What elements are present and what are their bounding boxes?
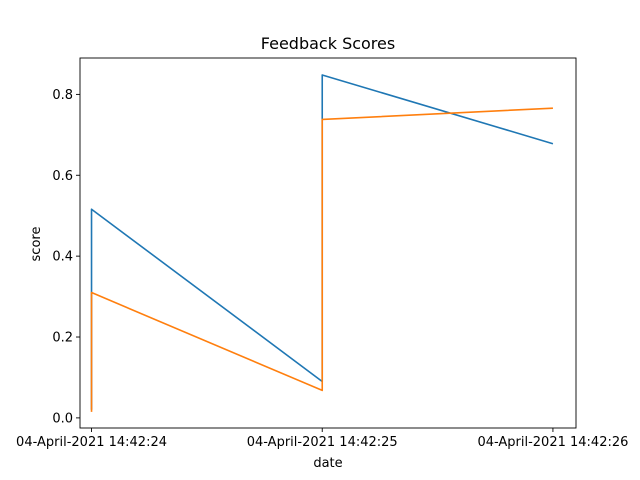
y-tick-label: 0.2 xyxy=(52,331,73,346)
chart-title: Feedback Scores xyxy=(261,34,395,53)
y-tick-label: 0.6 xyxy=(52,169,73,184)
x-axis: 04-April-2021 14:42:24 04-April-2021 14:4… xyxy=(16,428,628,450)
y-tick-label: 0.0 xyxy=(52,411,73,426)
plot-area xyxy=(79,57,577,429)
y-tick-label: 0.4 xyxy=(52,250,73,265)
y-axis-label: score xyxy=(29,227,44,262)
x-tick-label: 04-April-2021 14:42:24 xyxy=(16,435,167,450)
plot-frame xyxy=(79,57,577,429)
x-axis-label: date xyxy=(313,456,342,471)
x-tick-label: 04-April-2021 14:42:26 xyxy=(477,435,628,450)
y-tick-label: 0.8 xyxy=(52,88,73,103)
y-axis: 0.0 0.2 0.4 0.6 0.8 xyxy=(52,88,80,426)
series-line-2 xyxy=(90,107,553,412)
x-tick-label: 04-April-2021 14:42:25 xyxy=(247,435,398,450)
